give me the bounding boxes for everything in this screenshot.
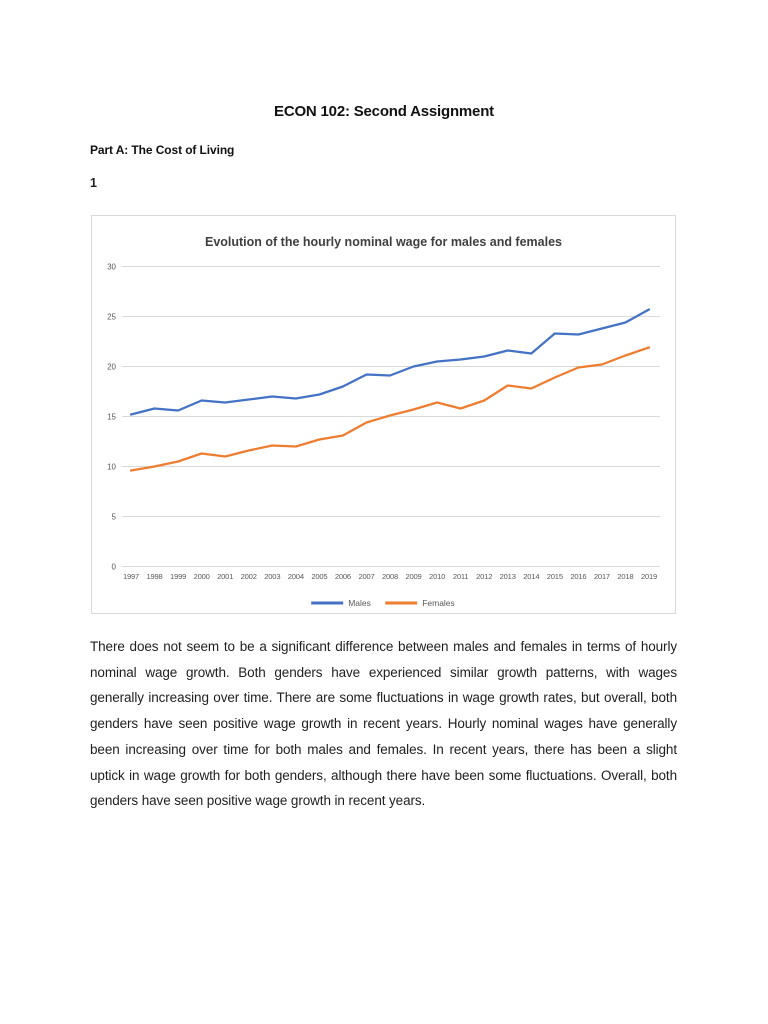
question-number: 1	[90, 176, 97, 190]
legend-females-label: Females	[422, 598, 455, 608]
x-axis-tick-label: 2001	[217, 572, 233, 581]
x-axis-tick-label: 2005	[311, 572, 327, 581]
x-axis-tick-label: 2014	[523, 572, 539, 581]
x-axis-tick-label: 2011	[453, 572, 469, 581]
x-axis-tick-label: 1999	[170, 572, 186, 581]
chart-title: Evolution of the hourly nominal wage for…	[205, 235, 562, 249]
males-series-line	[129, 308, 651, 416]
page-title: ECON 102: Second Assignment	[274, 103, 494, 120]
x-axis-tick-label: 2000	[194, 572, 210, 581]
y-axis-tick-label: 30	[107, 262, 116, 271]
y-axis-tick-label: 15	[107, 412, 116, 421]
line-chart-canvas: Evolution of the hourly nominal wage for…	[107, 235, 660, 608]
x-axis-tick-label: 2002	[241, 572, 257, 581]
x-axis-tick-label: 2008	[382, 572, 398, 581]
x-axis-tick-label: 2010	[429, 572, 445, 581]
x-axis-tick-label: 2018	[617, 572, 633, 581]
legend-males-label: Males	[348, 598, 371, 608]
y-axis-tick-label: 0	[112, 562, 117, 571]
x-axis-tick-label: 2004	[288, 572, 304, 581]
wage-line-chart: Evolution of the hourly nominal wage for…	[91, 215, 676, 614]
x-axis-tick-label: 2016	[570, 572, 586, 581]
females-series-line	[129, 346, 651, 472]
x-axis-tick-label: 2013	[500, 572, 516, 581]
x-axis-tick-label: 2017	[594, 572, 610, 581]
y-axis-tick-label: 20	[107, 362, 116, 371]
x-axis-tick-label: 2006	[335, 572, 351, 581]
x-axis-tick-label: 1997	[123, 572, 139, 581]
y-axis-tick-label: 25	[107, 312, 116, 321]
x-axis-tick-label: 1998	[146, 572, 162, 581]
x-axis-tick-label: 2019	[641, 572, 657, 581]
y-axis-tick-label: 5	[112, 512, 117, 521]
x-axis-tick-label: 2009	[405, 572, 421, 581]
analysis-paragraph: There does not seem to be a significant …	[90, 639, 677, 809]
section-heading: Part A: The Cost of Living	[90, 143, 235, 157]
y-axis-tick-label: 10	[107, 462, 116, 471]
x-axis-tick-label: 2012	[476, 572, 492, 581]
x-axis-tick-label: 2007	[358, 572, 374, 581]
x-axis-tick-label: 2015	[547, 572, 563, 581]
x-axis-tick-label: 2003	[264, 572, 280, 581]
